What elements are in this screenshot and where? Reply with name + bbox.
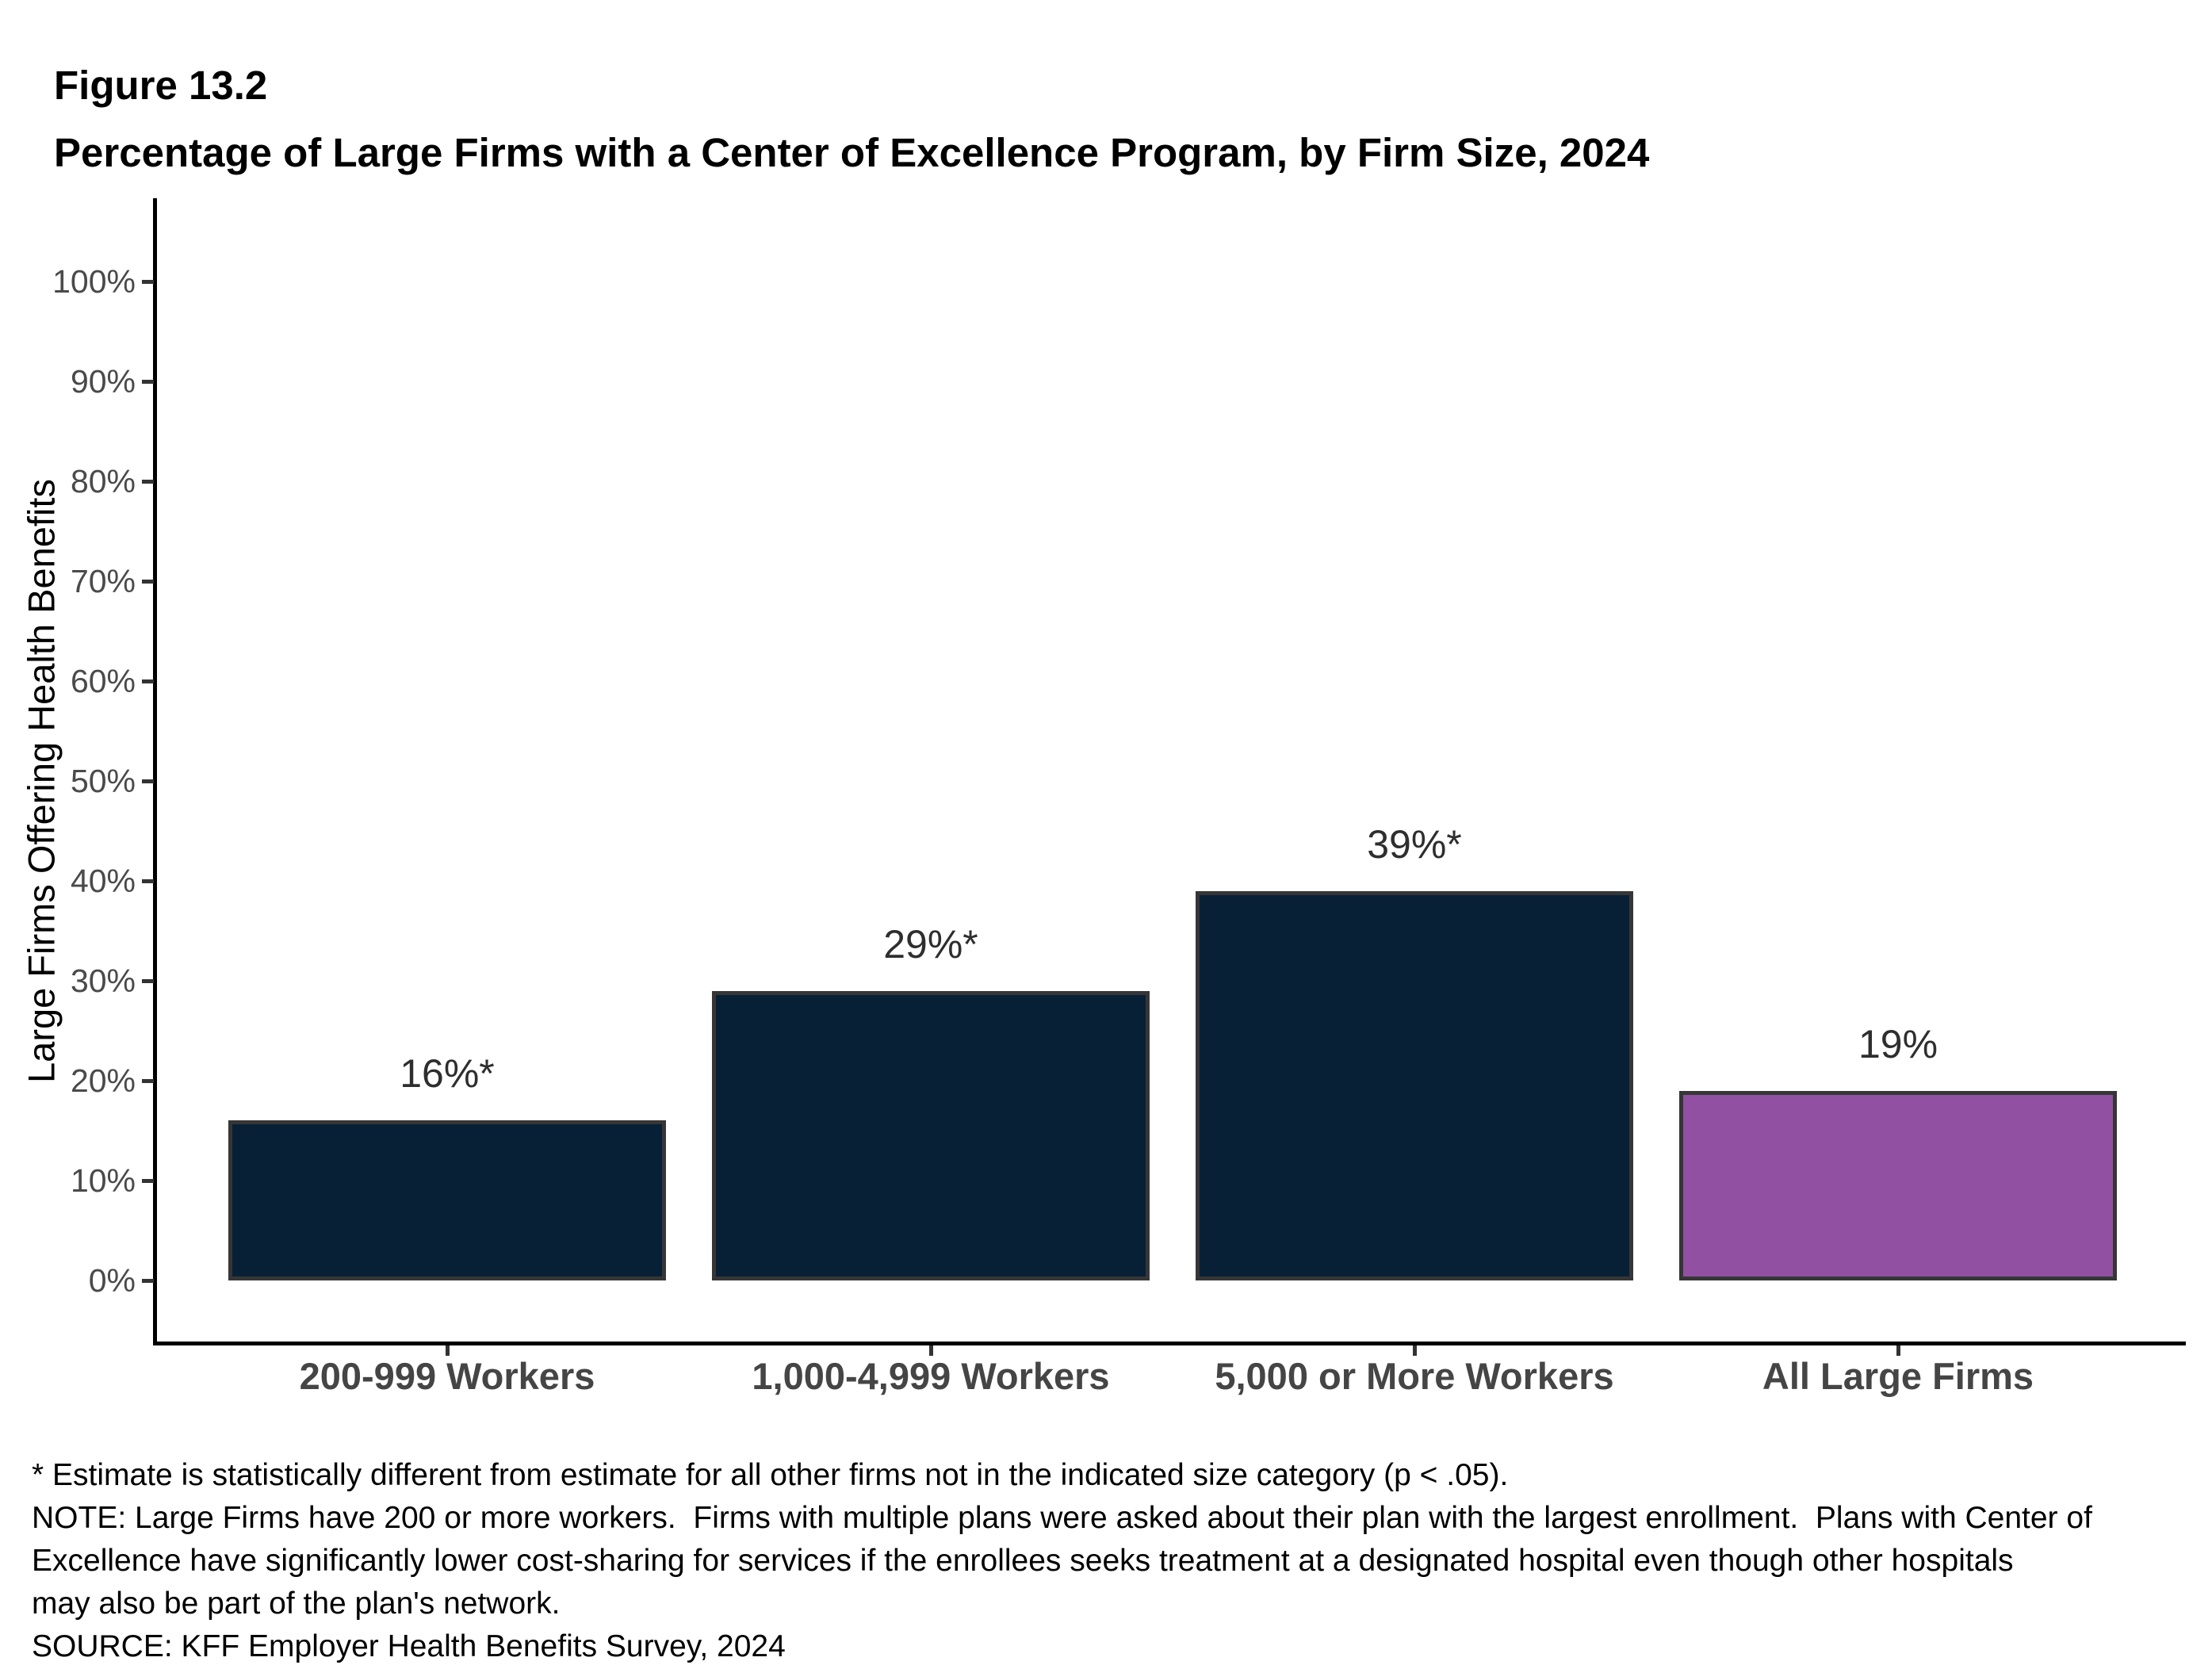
y-tick-10 — [142, 1179, 154, 1183]
figure-title: Percentage of Large Firms with a Center … — [54, 130, 1650, 175]
category-label-200-999-workers: 200-999 Workers — [299, 1355, 595, 1397]
y-tick-label-40: 40% — [70, 863, 136, 899]
value-label-1-000-4-999-workers: 29%* — [883, 922, 978, 966]
category-label-1-000-4-999-workers: 1,000-4,999 Workers — [752, 1355, 1110, 1397]
y-tick-0 — [142, 1279, 154, 1283]
y-tick-80 — [142, 480, 154, 484]
bar-1-000-4-999-workers — [712, 991, 1150, 1280]
y-tick-label-10: 10% — [70, 1162, 136, 1199]
footnote-line-3: Excellence have significantly lower cost… — [32, 1544, 2014, 1578]
footnote-line-1: * Estimate is statistically different fr… — [32, 1458, 1509, 1492]
value-label-all-large-firms: 19% — [1858, 1022, 1938, 1066]
footnote-line-4: may also be part of the plan's network. — [32, 1587, 561, 1621]
x-tick-200-999-workers — [446, 1345, 450, 1356]
y-tick-70 — [142, 580, 154, 584]
y-tick-label-30: 30% — [70, 963, 136, 999]
y-tick-40 — [142, 879, 154, 883]
category-label-5-000-or-more-workers: 5,000 or More Workers — [1215, 1355, 1614, 1397]
value-label-5-000-or-more-workers: 39%* — [1367, 822, 1462, 867]
y-tick-90 — [142, 380, 154, 384]
y-axis-line — [153, 198, 157, 1345]
category-label-all-large-firms: All Large Firms — [1762, 1355, 2034, 1397]
x-axis-line — [153, 1342, 2186, 1345]
x-tick-1-000-4-999-workers — [929, 1345, 933, 1356]
y-tick-label-90: 90% — [70, 363, 136, 400]
y-tick-label-80: 80% — [70, 463, 136, 500]
bar-all-large-firms — [1679, 1091, 2117, 1280]
y-tick-label-50: 50% — [70, 763, 136, 799]
y-tick-30 — [142, 979, 154, 983]
footnote-line-5: SOURCE: KFF Employer Health Benefits Sur… — [32, 1629, 786, 1663]
y-tick-label-60: 60% — [70, 663, 136, 699]
y-tick-label-70: 70% — [70, 563, 136, 599]
y-tick-label-100: 100% — [52, 263, 136, 300]
y-tick-label-20: 20% — [70, 1062, 136, 1099]
x-tick-all-large-firms — [1896, 1345, 1900, 1356]
figure-number: Figure 13.2 — [54, 63, 268, 108]
y-tick-20 — [142, 1079, 154, 1083]
value-label-200-999-workers: 16%* — [400, 1051, 495, 1096]
y-tick-50 — [142, 779, 154, 783]
y-tick-100 — [142, 280, 154, 284]
y-tick-60 — [142, 679, 154, 683]
footnote-line-2: NOTE: Large Firms have 200 or more worke… — [32, 1501, 2092, 1535]
bar-200-999-workers — [228, 1120, 666, 1280]
plot-area: 16%* 29%* 39%* 19% — [157, 281, 2184, 1280]
footnotes: * Estimate is statistically different fr… — [32, 1454, 2092, 1665]
bar-5-000-or-more-workers — [1196, 891, 1633, 1280]
x-tick-5-000-or-more-workers — [1413, 1345, 1417, 1356]
y-tick-label-0: 0% — [88, 1262, 136, 1299]
